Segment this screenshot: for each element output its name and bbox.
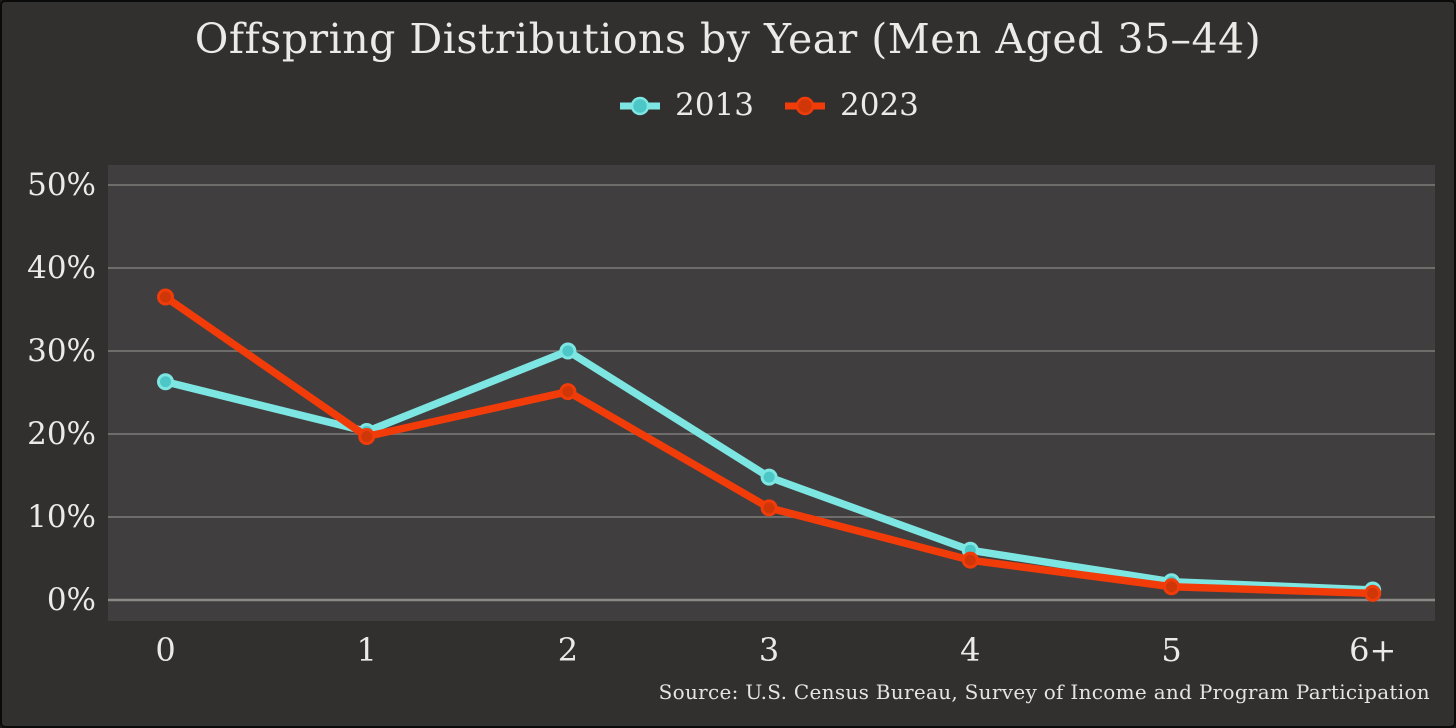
legend-marker-2013-icon: [620, 96, 661, 115]
legend-item-2013: 2013: [619, 90, 754, 121]
plot-area: [108, 165, 1435, 621]
chart-title: Offspring Distributions by Year (Men Age…: [194, 15, 1262, 63]
y-tick-label: 40%: [27, 250, 96, 286]
y-tick-label: 20%: [27, 416, 96, 452]
x-tick-label: 6+: [1349, 631, 1396, 669]
legend: 2013 2023: [43, 90, 1456, 121]
data-point-2013-2: [559, 342, 577, 360]
y-tick-label: 0%: [47, 582, 96, 618]
y-tick-label: 30%: [27, 333, 96, 369]
legend-label-2023: 2023: [840, 87, 919, 123]
legend-dot-2013: [630, 96, 650, 115]
x-tick-label: 2: [558, 631, 578, 669]
data-point-2013-0: [157, 373, 174, 391]
x-tick-label: 4: [960, 631, 980, 669]
x-tick-label: 1: [357, 631, 377, 669]
y-tick-label: 10%: [27, 499, 96, 535]
data-point-2023-5: [1163, 578, 1180, 596]
data-point-2023-1: [358, 427, 376, 445]
data-point-2013-3: [760, 468, 778, 486]
data-point-2023-6+: [1364, 584, 1382, 602]
legend-item-2023: 2023: [784, 90, 919, 121]
source-caption: Source: U.S. Census Bureau, Survey of In…: [658, 680, 1430, 704]
x-tick-label: 5: [1161, 631, 1181, 669]
legend-marker-2023-icon: [785, 96, 825, 115]
data-point-2023-3: [760, 499, 778, 517]
data-point-2023-4: [961, 551, 979, 569]
legend-dot-2023: [795, 96, 815, 115]
legend-label-2013: 2013: [675, 87, 754, 123]
x-tick-label: 3: [759, 631, 779, 669]
y-tick-label: 50%: [27, 167, 96, 203]
x-tick-label: 0: [155, 631, 175, 669]
data-point-2023-2: [559, 383, 577, 401]
data-point-2023-0: [157, 288, 174, 306]
